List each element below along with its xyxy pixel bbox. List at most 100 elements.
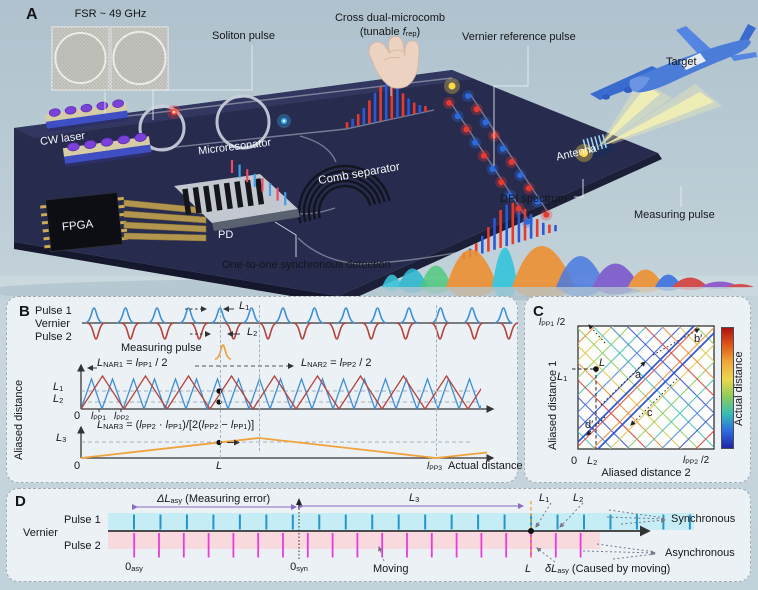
- comb-spectrum-1: [345, 83, 427, 128]
- d-pulse2-label: Pulse 2: [64, 540, 101, 552]
- zero-syn-marker: [296, 498, 302, 559]
- pulse-train-diagram: [82, 306, 519, 360]
- panel-b: B Pulse 1 Vernier Pulse 2 L1 L2 Measurin…: [6, 296, 523, 483]
- antenna: [575, 134, 616, 162]
- blue-soliton-glow: [277, 114, 291, 128]
- pulse1-band: [108, 513, 694, 530]
- nar2-formula: LNAR2 = lPP2 / 2: [301, 357, 372, 370]
- crossed-fingers-hand: [368, 35, 420, 89]
- c-L2-tick: L2: [587, 455, 598, 468]
- b-xlabel: Actual distance: [448, 460, 523, 472]
- b-lpp3-tick: lPP3: [427, 461, 443, 473]
- target-label: Target: [666, 56, 697, 68]
- red-soliton-glow: [167, 105, 181, 119]
- vernier-timing-diagram: [108, 498, 694, 563]
- panel-d-label: D: [15, 493, 26, 510]
- dpi-spectrum-graphic: [382, 246, 754, 287]
- fsr-chip-images: [51, 26, 169, 91]
- nar3-line: [80, 437, 488, 459]
- fsr-label: FSR ~ 49 GHz: [74, 8, 147, 20]
- panel-a: A FSR ~ 49 GHz Soliton pulse Cross dual-…: [0, 6, 758, 303]
- c-point-b: b′: [694, 333, 703, 345]
- c-L1-tick: L1: [557, 371, 568, 384]
- nar3-formula: LNAR3 = (lPP2 · lPP1)/[2(lPP2 − lPP1)]: [97, 419, 255, 432]
- d-zero-syn-label: 0syn: [290, 561, 308, 574]
- c-zero-tick: 0: [571, 455, 578, 467]
- guide-line-lpp3: [436, 305, 437, 456]
- guide-line-L: [220, 305, 221, 458]
- soliton-pulse-label: Soliton pulse: [212, 30, 275, 42]
- b-lpp2-tick: lPP2: [114, 411, 130, 423]
- b-L1-label: L1: [239, 300, 250, 313]
- cw-laser-chip-1: [44, 99, 129, 132]
- c-point-c: c: [647, 407, 653, 419]
- d-moving-label: Moving: [373, 563, 409, 575]
- d-measuring-error-label: ΔLasy (Measuring error): [157, 493, 271, 506]
- nar1-formula: LNAR1 = lPP1 / 2: [97, 357, 168, 370]
- d-vernier-label: Vernier: [23, 527, 58, 539]
- pulse-train-row-1: [443, 97, 534, 228]
- pd-array: [174, 174, 300, 231]
- panel-c-label: C: [533, 303, 544, 320]
- corner-glow: [444, 78, 460, 94]
- d-asynchronous-label: Asynchronous: [665, 547, 735, 559]
- b-L2-tick: L2: [53, 393, 64, 406]
- L-point: [572, 366, 599, 449]
- aliased-distance-plot: [77, 363, 495, 413]
- cross-dual-microcomb-label: Cross dual-microcomb: [334, 12, 446, 24]
- b-zero-mid: 0: [74, 410, 81, 422]
- c-L-label: L: [599, 357, 606, 369]
- colorbar-label: Actual distance: [733, 351, 745, 427]
- c-xmax-tick: lPP2 /2: [683, 455, 710, 467]
- pointer-lines: [377, 502, 666, 563]
- radar-beams: [596, 80, 722, 150]
- panel-a-label: A: [26, 6, 38, 23]
- target-plane: [590, 24, 757, 100]
- panel-d: D Pulse 1 Vernier Pulse 2 ΔLasy (Measuri…: [6, 488, 751, 582]
- comb-separator-arcs: [297, 164, 391, 224]
- sync-detection-label: One-to-one synchronous detection: [222, 259, 391, 271]
- fpga-chip: [40, 191, 129, 253]
- b-L1-tick: L1: [53, 381, 64, 394]
- pulse1-ticks: [133, 514, 691, 530]
- dpi-spectrum-label: DPI spectrum: [500, 193, 567, 205]
- b-lpp1-tick: lPP1: [91, 411, 107, 423]
- b-zero-bot: 0: [74, 460, 81, 472]
- pulse2-band: [108, 532, 600, 549]
- pulse1-row-label: Pulse 1: [35, 305, 72, 317]
- colorbar: [721, 327, 734, 449]
- vernier-reference-pulse-label: Vernier reference pulse: [462, 31, 576, 43]
- c-ylabel: Aliased distance 1: [547, 360, 559, 450]
- tunable-frep-label: (tunable frep): [359, 26, 421, 39]
- vernier-row-label: Vernier: [35, 318, 70, 330]
- b-L3-tick: L3: [56, 432, 67, 445]
- b-ylabel: Aliased distance: [13, 379, 25, 461]
- c-ymax-tick: lPP1 /2: [539, 317, 566, 329]
- d-L1-label: L1: [539, 492, 550, 505]
- b-L-tick: L: [216, 460, 223, 472]
- guide-line-nar3-peak: [259, 305, 260, 451]
- c-point-d: d′: [585, 419, 594, 431]
- L-point-dot: [528, 528, 534, 534]
- cw-laser-chip-2: [62, 132, 152, 168]
- b-measuring-pulse-label: Measuring pulse: [121, 342, 202, 354]
- nar3-plot: [77, 425, 495, 462]
- aliased-triangle-waves: [81, 374, 481, 409]
- panel-a-scene: [0, 24, 758, 303]
- pulse2-train: [86, 322, 519, 340]
- d-pulse1-label: Pulse 1: [64, 514, 101, 526]
- pd-label: PD: [218, 229, 234, 241]
- pulse1-train: [84, 307, 513, 324]
- vernier-map-plot: [572, 324, 715, 450]
- pulse2-row-label: Pulse 2: [35, 331, 72, 343]
- synchronous-band: [578, 326, 714, 449]
- d-delta-label: δLasy (Caused by moving): [545, 563, 671, 576]
- d-zero-asy-label: 0asy: [125, 561, 143, 574]
- d-L2-label: L2: [573, 492, 584, 505]
- c-point-a: a: [635, 369, 642, 381]
- b-L2-label: L2: [247, 326, 258, 339]
- d-L-label: L: [525, 563, 532, 575]
- measuring-pulse-label: Measuring pulse: [634, 209, 715, 221]
- d-synchronous-label: Synchronous: [671, 513, 736, 525]
